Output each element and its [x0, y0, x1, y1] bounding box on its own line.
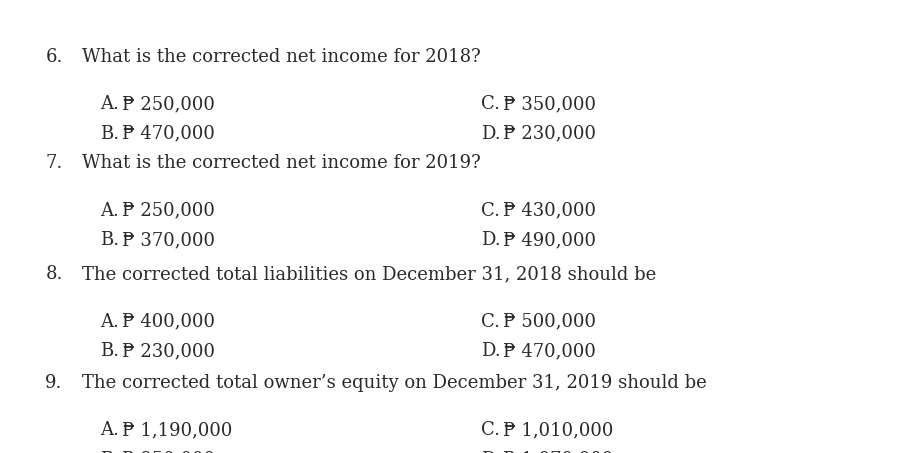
- Text: ₱ 230,000: ₱ 230,000: [122, 342, 216, 360]
- Text: C.: C.: [481, 313, 500, 331]
- Text: ₱ 1,010,000: ₱ 1,010,000: [503, 421, 614, 439]
- Text: A.: A.: [100, 95, 119, 113]
- Text: A.: A.: [100, 313, 119, 331]
- Text: B.: B.: [100, 231, 119, 249]
- Text: 8.: 8.: [45, 265, 63, 283]
- Text: What is the corrected net income for 2018?: What is the corrected net income for 201…: [82, 48, 481, 66]
- Text: ₱ 490,000: ₱ 490,000: [503, 231, 597, 249]
- Text: ₱ 250,000: ₱ 250,000: [122, 202, 215, 220]
- Text: ₱ 250,000: ₱ 250,000: [122, 95, 215, 113]
- Text: 6.: 6.: [45, 48, 63, 66]
- Text: The corrected total owner’s equity on December 31, 2019 should be: The corrected total owner’s equity on De…: [82, 374, 707, 392]
- Text: ₱ 1,070,000: ₱ 1,070,000: [503, 451, 614, 453]
- Text: D.: D.: [481, 451, 501, 453]
- Text: 9.: 9.: [45, 374, 63, 392]
- Text: A.: A.: [100, 202, 119, 220]
- Text: D.: D.: [481, 231, 501, 249]
- Text: C.: C.: [481, 95, 500, 113]
- Text: ₱ 950,000: ₱ 950,000: [122, 451, 216, 453]
- Text: ₱ 500,000: ₱ 500,000: [503, 313, 597, 331]
- Text: D.: D.: [481, 342, 501, 360]
- Text: C.: C.: [481, 421, 500, 439]
- Text: ₱ 400,000: ₱ 400,000: [122, 313, 216, 331]
- Text: A.: A.: [100, 421, 119, 439]
- Text: B.: B.: [100, 451, 119, 453]
- Text: ₱ 350,000: ₱ 350,000: [503, 95, 597, 113]
- Text: ₱ 430,000: ₱ 430,000: [503, 202, 597, 220]
- Text: B.: B.: [100, 342, 119, 360]
- Text: ₱ 1,190,000: ₱ 1,190,000: [122, 421, 233, 439]
- Text: C.: C.: [481, 202, 500, 220]
- Text: ₱ 470,000: ₱ 470,000: [503, 342, 596, 360]
- Text: The corrected total liabilities on December 31, 2018 should be: The corrected total liabilities on Decem…: [82, 265, 656, 283]
- Text: ₱ 470,000: ₱ 470,000: [122, 125, 215, 143]
- Text: ₱ 370,000: ₱ 370,000: [122, 231, 216, 249]
- Text: 7.: 7.: [45, 154, 63, 172]
- Text: ₱ 230,000: ₱ 230,000: [503, 125, 597, 143]
- Text: D.: D.: [481, 125, 501, 143]
- Text: B.: B.: [100, 125, 119, 143]
- Text: What is the corrected net income for 2019?: What is the corrected net income for 201…: [82, 154, 481, 172]
